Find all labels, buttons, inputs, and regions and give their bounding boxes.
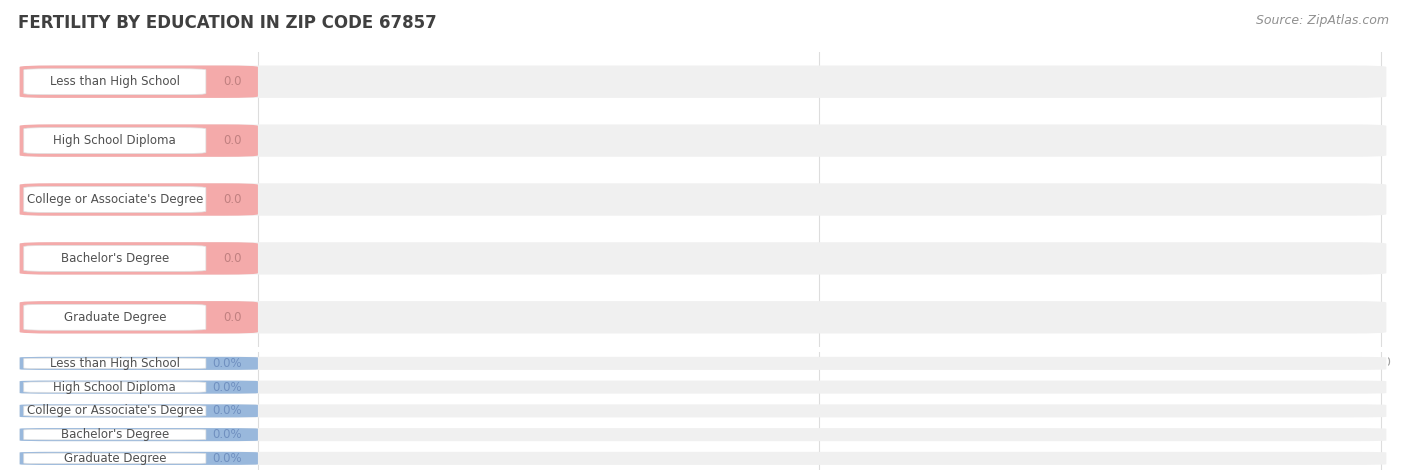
Text: 0.0%: 0.0% [242, 474, 274, 475]
Text: High School Diploma: High School Diploma [53, 380, 176, 394]
Text: High School Diploma: High School Diploma [53, 134, 176, 147]
FancyBboxPatch shape [20, 242, 257, 275]
FancyBboxPatch shape [20, 301, 257, 333]
FancyBboxPatch shape [20, 380, 1386, 394]
FancyBboxPatch shape [24, 187, 205, 212]
FancyBboxPatch shape [20, 452, 257, 465]
Text: 0.0: 0.0 [224, 134, 242, 147]
FancyBboxPatch shape [20, 66, 257, 98]
FancyBboxPatch shape [20, 183, 257, 216]
FancyBboxPatch shape [20, 428, 1386, 441]
Text: Source: ZipAtlas.com: Source: ZipAtlas.com [1256, 14, 1389, 27]
Text: 0.0%: 0.0% [212, 357, 242, 370]
FancyBboxPatch shape [20, 301, 1386, 333]
Text: 0.0%: 0.0% [803, 474, 835, 475]
FancyBboxPatch shape [24, 382, 205, 392]
Text: 0.0: 0.0 [224, 311, 242, 324]
Text: 0.0: 0.0 [224, 193, 242, 206]
FancyBboxPatch shape [24, 246, 205, 271]
Text: Less than High School: Less than High School [49, 357, 180, 370]
Text: Graduate Degree: Graduate Degree [63, 311, 166, 324]
FancyBboxPatch shape [24, 453, 205, 464]
FancyBboxPatch shape [20, 404, 1386, 418]
FancyBboxPatch shape [24, 358, 205, 369]
Text: College or Associate's Degree: College or Associate's Degree [27, 404, 202, 418]
FancyBboxPatch shape [20, 357, 1386, 370]
FancyBboxPatch shape [24, 128, 205, 153]
FancyBboxPatch shape [20, 380, 257, 394]
Text: 0.0%: 0.0% [212, 428, 242, 441]
FancyBboxPatch shape [20, 66, 1386, 98]
FancyBboxPatch shape [20, 428, 257, 441]
FancyBboxPatch shape [24, 429, 205, 440]
Text: 0.0%: 0.0% [212, 452, 242, 465]
FancyBboxPatch shape [24, 304, 205, 330]
FancyBboxPatch shape [20, 183, 1386, 216]
Text: Bachelor's Degree: Bachelor's Degree [60, 428, 169, 441]
FancyBboxPatch shape [20, 242, 1386, 275]
FancyBboxPatch shape [24, 69, 205, 95]
Text: 0.0: 0.0 [247, 356, 269, 369]
FancyBboxPatch shape [20, 357, 257, 370]
Text: Less than High School: Less than High School [49, 75, 180, 88]
Text: 0.0%: 0.0% [212, 380, 242, 394]
Text: Bachelor's Degree: Bachelor's Degree [60, 252, 169, 265]
FancyBboxPatch shape [24, 406, 205, 416]
FancyBboxPatch shape [20, 452, 1386, 465]
Text: 0.0: 0.0 [224, 252, 242, 265]
Text: College or Associate's Degree: College or Associate's Degree [27, 193, 202, 206]
FancyBboxPatch shape [20, 124, 1386, 157]
FancyBboxPatch shape [20, 404, 257, 418]
FancyBboxPatch shape [20, 124, 257, 157]
Text: Graduate Degree: Graduate Degree [63, 452, 166, 465]
Text: 0.0%: 0.0% [1365, 474, 1398, 475]
Text: 0.0: 0.0 [810, 356, 830, 369]
Text: 0.0: 0.0 [224, 75, 242, 88]
Text: 0.0%: 0.0% [212, 404, 242, 418]
Text: FERTILITY BY EDUCATION IN ZIP CODE 67857: FERTILITY BY EDUCATION IN ZIP CODE 67857 [18, 14, 437, 32]
Text: 0.0: 0.0 [1371, 356, 1391, 369]
